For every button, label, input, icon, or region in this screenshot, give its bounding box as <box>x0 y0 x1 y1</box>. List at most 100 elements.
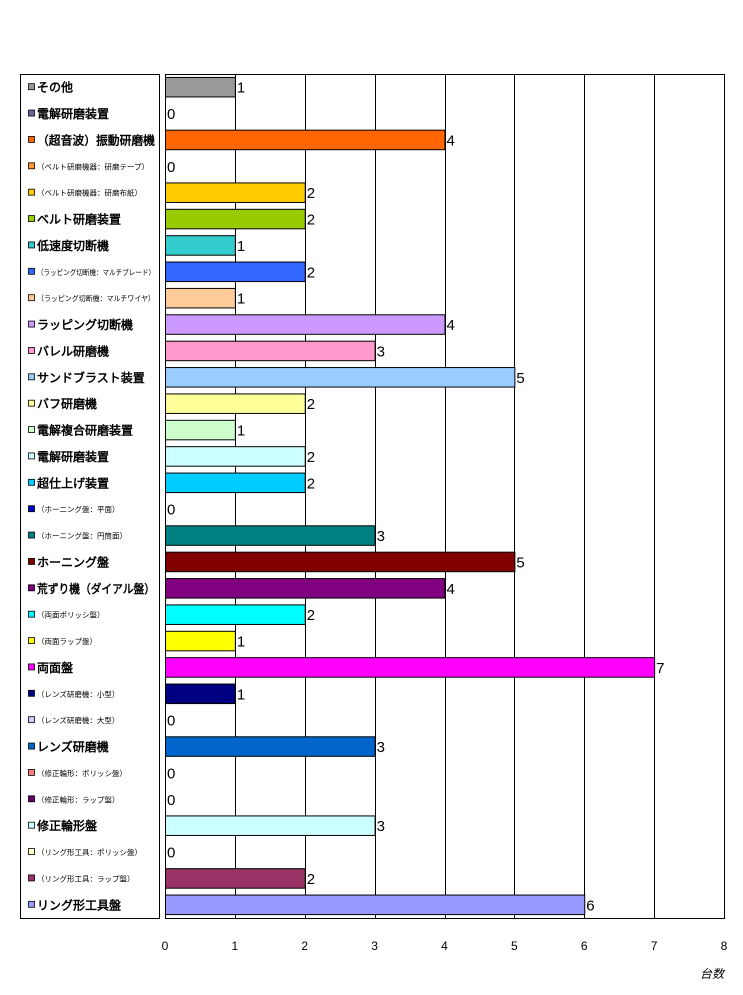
bar <box>165 736 376 757</box>
legend-swatch <box>28 874 35 882</box>
legend-label: 超仕上げ装置 <box>36 475 109 490</box>
legend-swatch <box>28 663 35 671</box>
legend-label: バレル研磨機 <box>37 343 109 358</box>
legend-swatch <box>28 267 35 275</box>
bar <box>165 208 306 230</box>
bar <box>165 129 446 151</box>
legend-swatch <box>28 478 35 486</box>
legend-label: 修正輪形盤 <box>36 818 98 833</box>
legend-label: バフ研磨機 <box>37 396 97 411</box>
legend-label: （両面ラップ盤） <box>37 636 97 646</box>
legend-label: （修正輪形：ポリッシ盤） <box>37 768 127 778</box>
legend-label: （修正輪形：ラップ盤） <box>37 794 120 804</box>
legend-swatch <box>28 188 35 196</box>
legend-swatch <box>28 136 35 143</box>
data-label: 1 <box>237 238 245 255</box>
legend-swatch <box>28 742 35 750</box>
bar <box>165 76 236 98</box>
data-label: 2 <box>307 212 315 229</box>
data-label: 0 <box>167 765 175 782</box>
legend-swatch <box>28 848 35 855</box>
data-label: 2 <box>307 264 315 281</box>
legend-swatch <box>28 531 35 539</box>
data-label: 0 <box>167 106 175 123</box>
data-label: 3 <box>377 818 385 835</box>
bar <box>165 367 516 388</box>
legend-label: 低速度切断機 <box>36 238 109 253</box>
data-label: 0 <box>167 713 175 730</box>
bar <box>165 657 656 678</box>
legend-label: 両面盤 <box>37 660 74 675</box>
bars: 1 0 4 0 2 2 1 2 1 4 3 5 2 1 2 2 0 3 5 4 2 1 7 1 0 3 0 0 3 0 2 6 <box>165 76 664 916</box>
bar <box>165 446 306 467</box>
x-tick-label: 8 <box>721 939 728 953</box>
bar <box>165 314 446 335</box>
legend-label: （ホーニング盤：円筒面） <box>37 531 127 541</box>
bar <box>165 630 236 652</box>
data-label: 0 <box>167 159 175 176</box>
data-label: 4 <box>447 317 455 334</box>
legend-swatch <box>28 399 35 407</box>
data-label: 2 <box>307 396 315 413</box>
data-label: 4 <box>447 132 455 149</box>
bar <box>165 894 586 916</box>
legend-swatch <box>28 689 35 697</box>
legend-box <box>20 74 160 919</box>
bar <box>165 578 446 599</box>
legend-swatch <box>28 505 35 513</box>
data-label: 2 <box>307 475 315 492</box>
bar <box>165 604 306 625</box>
legend-label: （ベルト研磨機器：研磨布紙） <box>37 188 142 198</box>
data-label: 6 <box>586 897 594 914</box>
legend-swatch <box>28 795 35 803</box>
legend-swatch <box>28 558 35 565</box>
data-label: 5 <box>516 554 524 571</box>
legend-swatch <box>28 426 35 433</box>
legend-label: その他 <box>37 80 73 95</box>
bar <box>165 525 376 546</box>
legend-swatch <box>28 215 35 222</box>
data-label: 1 <box>237 686 245 703</box>
legend-swatch <box>28 373 35 381</box>
legend-swatch <box>28 294 35 302</box>
x-tick-label: 7 <box>651 939 658 953</box>
data-label: 3 <box>377 343 385 360</box>
legend-label: サンドブラスト装置 <box>37 370 145 385</box>
legend-swatch <box>28 769 35 776</box>
legend-swatch <box>28 347 35 354</box>
data-label: 2 <box>307 449 315 466</box>
data-label: 3 <box>377 739 385 756</box>
legend-label: （リング形工具：ラップ盤） <box>37 873 135 883</box>
legend-swatch <box>28 821 35 829</box>
bar <box>165 235 236 256</box>
legend-label: ベルト研磨装置 <box>37 212 121 227</box>
bar <box>165 868 306 889</box>
bar <box>165 261 306 283</box>
legend-label: （レンズ研磨機：大型） <box>37 715 119 725</box>
x-axis-title: 台数 <box>700 967 726 981</box>
bar <box>165 340 376 362</box>
legend-label: （ラッピング切断機：マルチブレード） <box>37 267 155 277</box>
legend-label: 荒ずり機（ダイアル盤） <box>36 581 155 596</box>
legend-label: ホーニング盤 <box>37 554 110 569</box>
legend-swatch <box>28 637 35 644</box>
legend-label: 電解複合研磨装置 <box>37 423 133 438</box>
legend-swatch <box>28 241 35 249</box>
data-label: 2 <box>307 607 315 624</box>
legend-swatch <box>28 83 35 91</box>
x-tick-label: 1 <box>232 939 239 953</box>
legend-label: ラッピング切断機 <box>37 317 133 332</box>
bar <box>165 393 306 414</box>
data-label: 2 <box>307 185 315 202</box>
data-label: 5 <box>516 370 524 387</box>
legend-label: 電解研磨装置 <box>37 449 109 464</box>
legend-swatch <box>28 716 35 724</box>
legend-swatch <box>28 610 35 618</box>
legend-swatch <box>28 452 35 460</box>
x-axis-ticks: 0 1 2 3 4 5 6 7 8 <box>162 939 728 953</box>
legend-label: 電解研磨装置 <box>37 106 109 121</box>
data-label: 4 <box>447 581 455 598</box>
bar <box>165 287 236 309</box>
